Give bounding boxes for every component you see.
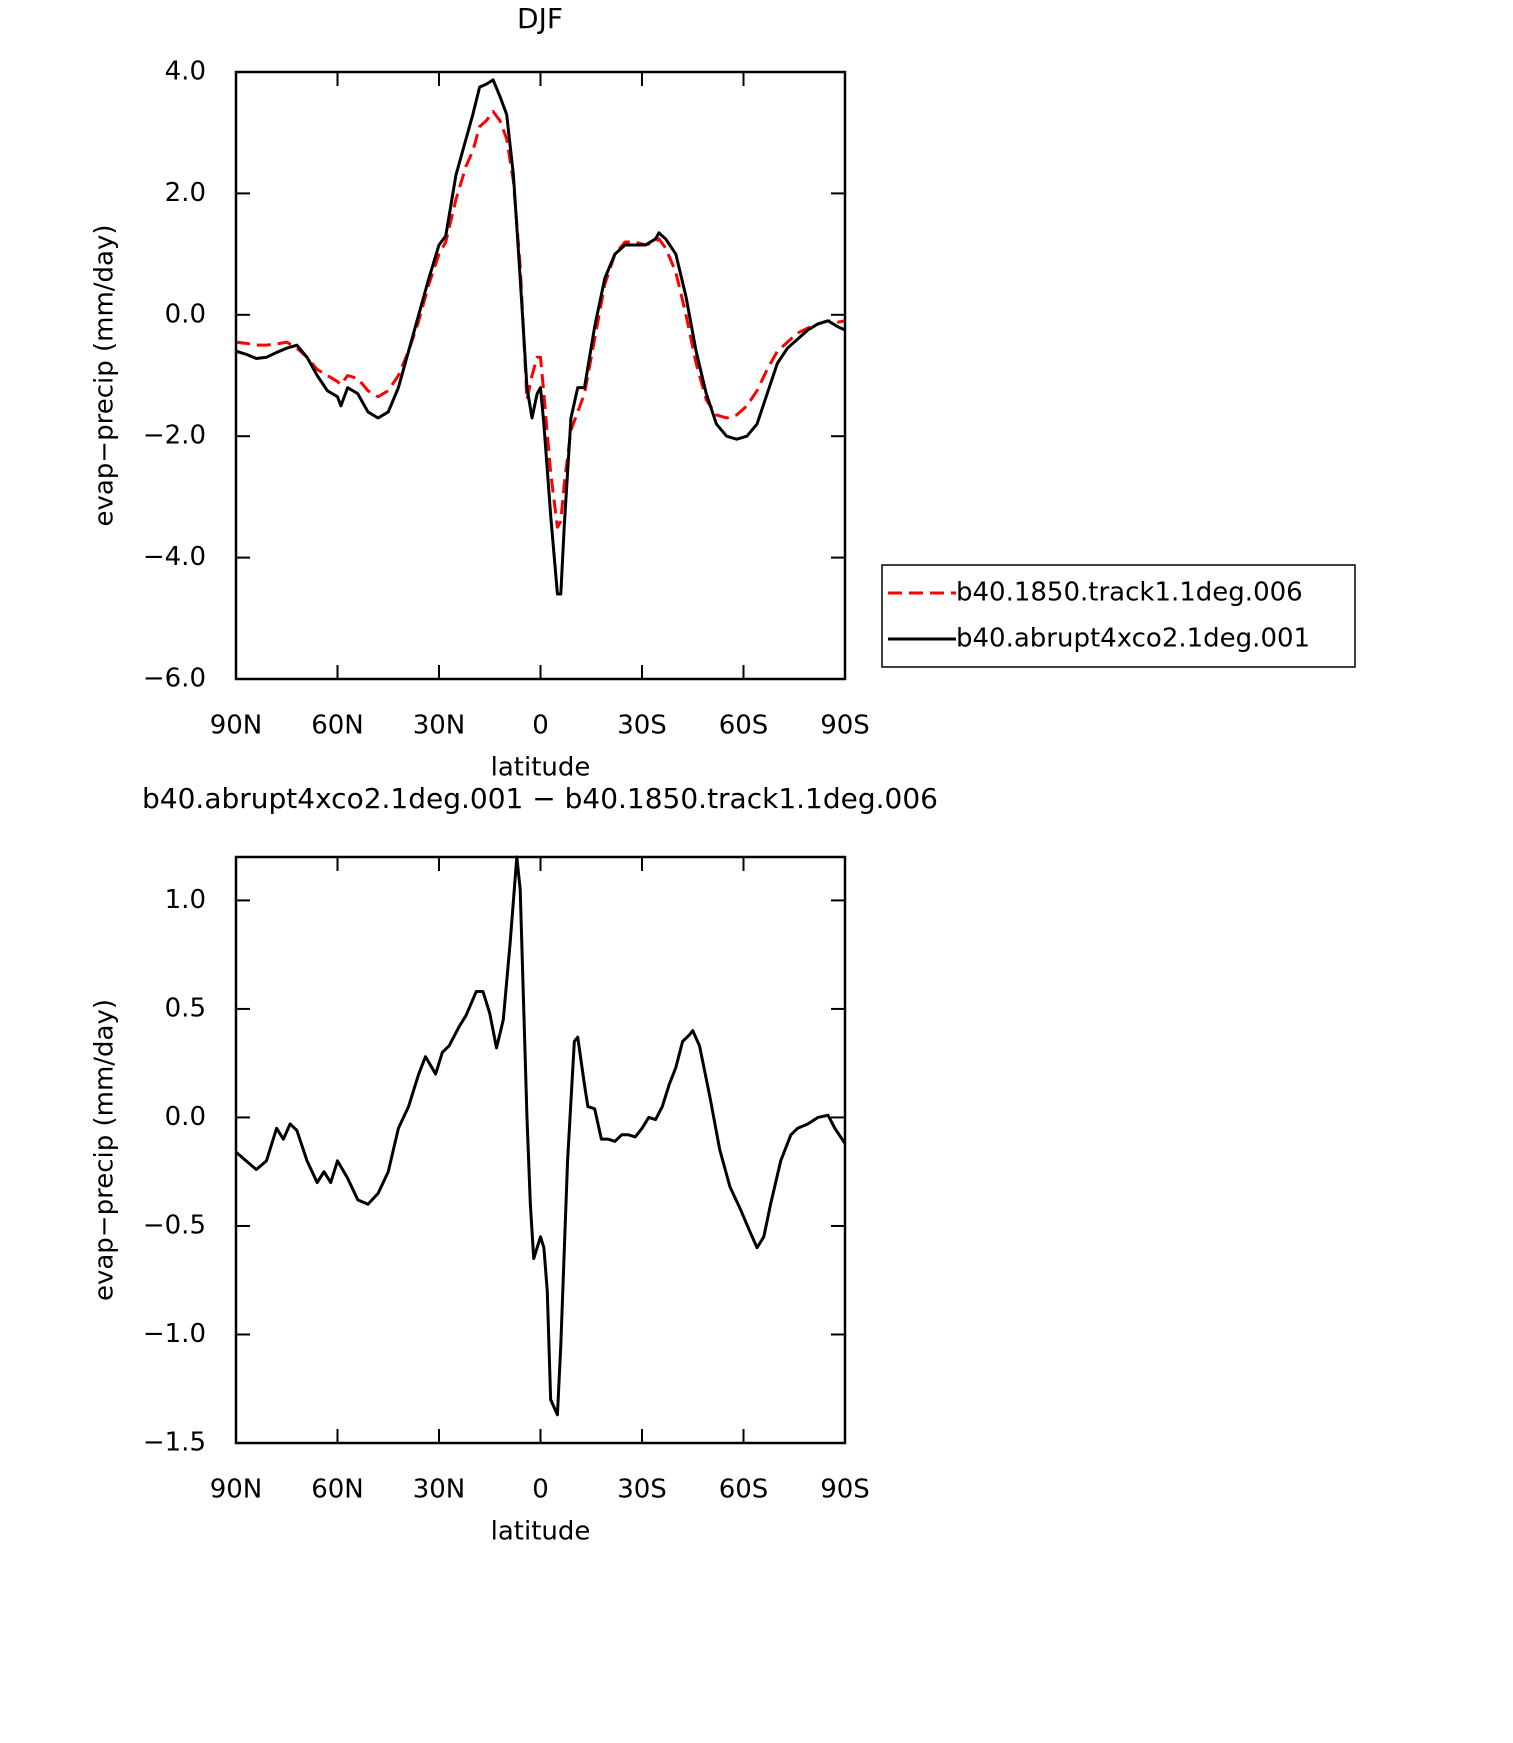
x-tick-label: 60N bbox=[311, 711, 364, 741]
x-axis-label: latitude bbox=[491, 1517, 591, 1547]
x-tick-label: 60S bbox=[719, 1475, 769, 1505]
legend-label: b40.abrupt4xco2.1deg.001 bbox=[956, 624, 1310, 654]
x-tick-label: 30S bbox=[617, 711, 667, 741]
x-tick-label: 30S bbox=[617, 1475, 667, 1505]
x-tick-label: 0 bbox=[532, 711, 549, 741]
y-tick-label: −1.0 bbox=[143, 1319, 206, 1349]
data-line bbox=[235, 109, 846, 529]
x-tick-label: 30N bbox=[413, 711, 466, 741]
y-tick-label: 0.0 bbox=[165, 299, 206, 329]
x-axis-label: latitude bbox=[491, 753, 591, 783]
plot-frame bbox=[234, 855, 847, 1445]
plot-frame bbox=[234, 70, 847, 681]
y-axis-label: evap−precip (mm/day) bbox=[90, 224, 120, 526]
chart-title: b40.abrupt4xco2.1deg.001 − b40.1850.trac… bbox=[142, 782, 938, 815]
x-tick-label: 90S bbox=[820, 711, 870, 741]
legend-label: b40.1850.track1.1deg.006 bbox=[956, 578, 1303, 608]
y-tick-label: 2.0 bbox=[165, 178, 206, 208]
x-tick-label: 90S bbox=[820, 1475, 870, 1505]
x-tick-label: 60N bbox=[311, 1475, 364, 1505]
chart-title: DJF bbox=[517, 2, 563, 35]
y-tick-label: 0.5 bbox=[165, 993, 206, 1023]
y-tick-label: −1.5 bbox=[143, 1428, 206, 1458]
y-tick-label: 4.0 bbox=[165, 57, 206, 87]
x-tick-label: 0 bbox=[532, 1475, 549, 1505]
x-tick-label: 90N bbox=[210, 1475, 263, 1505]
y-tick-label: −2.0 bbox=[143, 421, 206, 451]
y-tick-label: −6.0 bbox=[143, 664, 206, 694]
y-axis-label: evap−precip (mm/day) bbox=[90, 999, 120, 1301]
y-tick-label: −4.0 bbox=[143, 542, 206, 572]
y-tick-label: −0.5 bbox=[143, 1210, 206, 1240]
data-line bbox=[235, 78, 846, 596]
y-tick-label: 0.0 bbox=[165, 1102, 206, 1132]
x-tick-label: 30N bbox=[413, 1475, 466, 1505]
data-line bbox=[235, 855, 847, 1417]
x-tick-label: 60S bbox=[719, 711, 769, 741]
x-tick-label: 90N bbox=[210, 711, 263, 741]
legend-box bbox=[881, 564, 1356, 668]
y-tick-label: 1.0 bbox=[165, 885, 206, 915]
